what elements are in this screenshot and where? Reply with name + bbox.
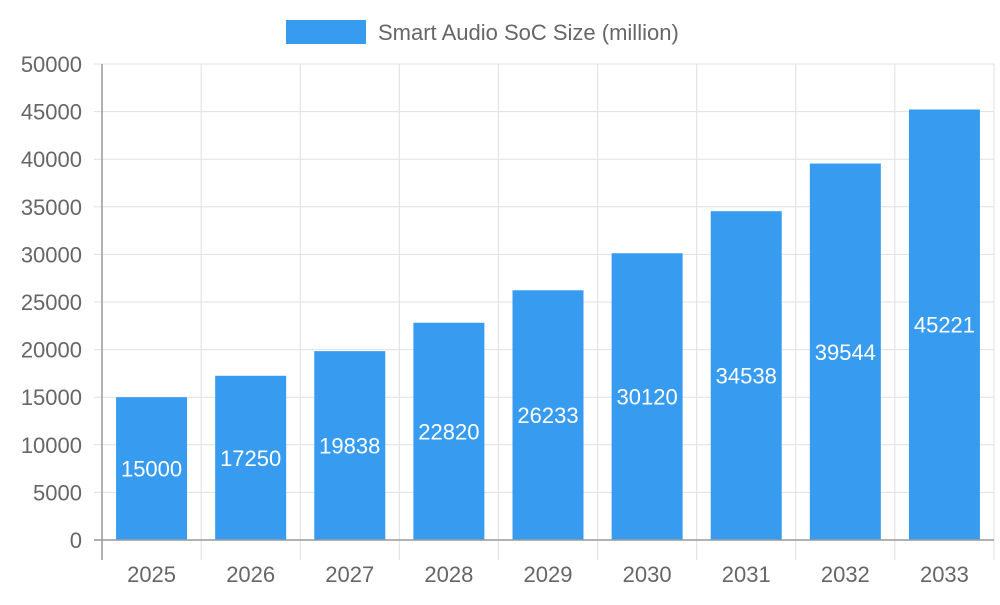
- bar: [314, 351, 386, 540]
- x-tick-label: 2027: [325, 562, 374, 587]
- x-tick-label: 2028: [424, 562, 473, 587]
- y-tick-label: 40000: [21, 147, 82, 172]
- x-tick-label: 2025: [127, 562, 176, 587]
- bar: [215, 375, 287, 540]
- data-label: 39544: [815, 340, 876, 365]
- bar: [611, 253, 683, 540]
- bar: [908, 109, 980, 540]
- bar: [809, 163, 881, 540]
- x-tick-label: 2026: [226, 562, 275, 587]
- y-tick-label: 10000: [21, 433, 82, 458]
- legend-label[interactable]: Smart Audio SoC Size (million): [378, 20, 679, 45]
- x-tick-label: 2031: [722, 562, 771, 587]
- y-tick-label: 25000: [21, 290, 82, 315]
- data-label: 15000: [121, 457, 182, 482]
- data-label: 45221: [914, 313, 975, 338]
- y-tick-label: 20000: [21, 338, 82, 363]
- bar: [413, 322, 485, 540]
- y-tick-label: 0: [70, 528, 82, 553]
- bar: [512, 290, 584, 540]
- x-tick-label: 2029: [524, 562, 573, 587]
- legend[interactable]: Smart Audio SoC Size (million): [286, 20, 679, 45]
- y-tick-label: 30000: [21, 242, 82, 267]
- x-tick-label: 2032: [821, 562, 870, 587]
- legend-swatch[interactable]: [286, 20, 366, 44]
- y-tick-label: 50000: [21, 52, 82, 77]
- axes: 0 5000 10000 15000 20000 25000 30000 35000 40000…: [21, 52, 994, 587]
- data-label: 22820: [418, 419, 479, 444]
- data-label: 34538: [716, 364, 777, 389]
- data-label: 30120: [617, 385, 678, 410]
- bar: [116, 397, 188, 540]
- x-tick-label: 2033: [920, 562, 969, 587]
- y-tick-label: 15000: [21, 385, 82, 410]
- bars: 15000 17250 19838 22820 26233 30120 34538 39544…: [116, 109, 980, 540]
- y-tick-label: 45000: [21, 100, 82, 125]
- y-tick-label: 5000: [33, 480, 82, 505]
- y-tick-label: 35000: [21, 195, 82, 220]
- data-label: 19838: [319, 434, 380, 459]
- data-label: 17250: [220, 446, 281, 471]
- x-tick-label: 2030: [623, 562, 672, 587]
- bar: [710, 211, 782, 540]
- data-label: 26233: [517, 403, 578, 428]
